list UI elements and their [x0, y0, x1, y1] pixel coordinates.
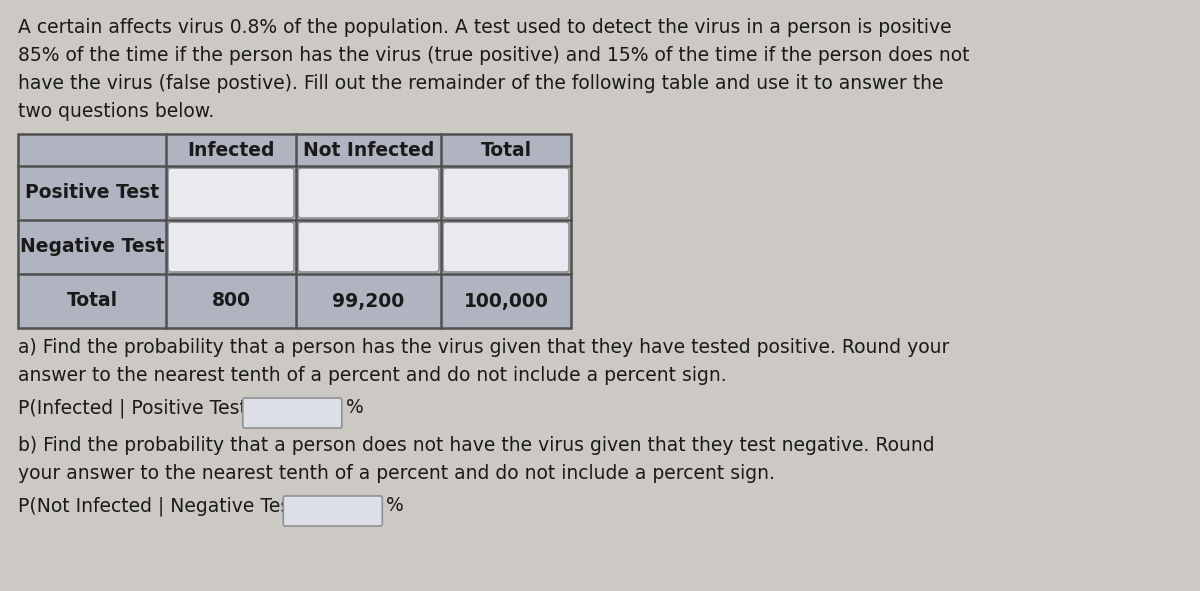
Text: b) Find the probability that a person does not have the virus given that they te: b) Find the probability that a person do… — [18, 436, 935, 455]
FancyBboxPatch shape — [168, 168, 294, 218]
Text: %: % — [386, 496, 404, 515]
Text: Infected: Infected — [187, 141, 275, 160]
Text: 85% of the time if the person has the virus (true positive) and 15% of the time : 85% of the time if the person has the vi… — [18, 46, 970, 65]
FancyBboxPatch shape — [283, 496, 383, 526]
Text: P(Not Infected | Negative Test) =: P(Not Infected | Negative Test) = — [18, 496, 326, 515]
Text: A certain affects virus 0.8% of the population. A test used to detect the virus : A certain affects virus 0.8% of the popu… — [18, 18, 952, 37]
Bar — [18, 134, 571, 166]
FancyBboxPatch shape — [168, 222, 294, 272]
Bar — [18, 134, 571, 328]
Text: Positive Test: Positive Test — [25, 183, 160, 203]
FancyBboxPatch shape — [443, 222, 569, 272]
Bar — [18, 220, 166, 274]
Text: Total: Total — [66, 291, 118, 310]
Text: a) Find the probability that a person has the virus given that they have tested : a) Find the probability that a person ha… — [18, 338, 949, 357]
Text: P(Infected | Positive Test)=: P(Infected | Positive Test)= — [18, 398, 270, 417]
FancyBboxPatch shape — [242, 398, 342, 428]
Text: have the virus (false postive). Fill out the remainder of the following table an: have the virus (false postive). Fill out… — [18, 74, 943, 93]
FancyBboxPatch shape — [298, 168, 439, 218]
Text: your answer to the nearest tenth of a percent and do not include a percent sign.: your answer to the nearest tenth of a pe… — [18, 464, 775, 483]
FancyBboxPatch shape — [298, 222, 439, 272]
Text: 99,200: 99,200 — [332, 291, 404, 310]
Text: 100,000: 100,000 — [463, 291, 548, 310]
Bar — [18, 134, 571, 328]
Text: Total: Total — [480, 141, 532, 160]
Text: answer to the nearest tenth of a percent and do not include a percent sign.: answer to the nearest tenth of a percent… — [18, 366, 727, 385]
Text: Not Infected: Not Infected — [302, 141, 434, 160]
Text: %: % — [346, 398, 364, 417]
Bar — [18, 166, 166, 220]
Text: two questions below.: two questions below. — [18, 102, 215, 121]
Bar — [18, 274, 571, 328]
Text: 800: 800 — [211, 291, 251, 310]
FancyBboxPatch shape — [443, 168, 569, 218]
Text: Negative Test: Negative Test — [19, 238, 164, 256]
